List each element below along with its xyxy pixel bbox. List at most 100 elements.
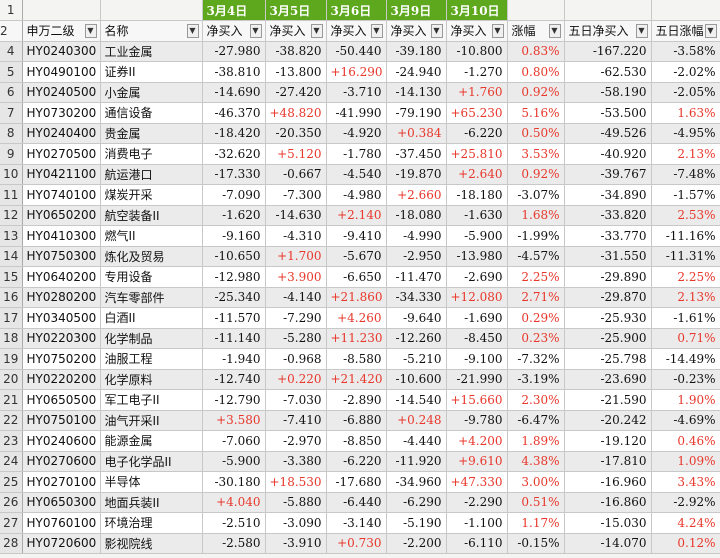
- value-cell[interactable]: -7.030: [265, 389, 327, 411]
- code-cell[interactable]: HY0240300: [22, 41, 101, 62]
- name-cell[interactable]: 电子化学品II: [100, 451, 203, 472]
- value-cell[interactable]: 3.00%: [507, 471, 565, 493]
- name-cell[interactable]: 消费电子: [100, 143, 203, 165]
- value-cell[interactable]: -10.600: [386, 369, 447, 390]
- value-cell[interactable]: -31.550: [564, 246, 652, 267]
- value-cell[interactable]: 2.25%: [651, 266, 720, 288]
- value-cell[interactable]: -2.950: [386, 246, 447, 267]
- value-cell[interactable]: -2.690: [446, 266, 508, 288]
- date-cell[interactable]: 3月9日: [386, 0, 447, 21]
- value-cell[interactable]: +4.040: [202, 492, 266, 513]
- filter-dropdown-icon[interactable]: ▼: [491, 24, 504, 38]
- value-cell[interactable]: -9.160: [202, 225, 266, 247]
- value-cell[interactable]: -25.900: [564, 328, 652, 349]
- name-cell[interactable]: 小金属: [100, 82, 203, 103]
- row-number[interactable]: 7: [0, 102, 23, 124]
- code-cell[interactable]: HY0220200: [22, 369, 101, 390]
- code-cell[interactable]: HY0280200: [22, 287, 101, 308]
- empty-cell[interactable]: [22, 0, 101, 21]
- value-cell[interactable]: -4.990: [386, 225, 447, 247]
- value-cell[interactable]: -2.05%: [651, 82, 720, 103]
- value-cell[interactable]: +2.140: [326, 205, 387, 226]
- value-cell[interactable]: 2.71%: [507, 287, 565, 308]
- code-cell[interactable]: HY0720600: [22, 533, 101, 554]
- empty-cell[interactable]: [507, 0, 565, 21]
- row-number[interactable]: 6: [0, 82, 23, 103]
- name-cell[interactable]: 军工电子II: [100, 389, 203, 411]
- code-cell[interactable]: HY0270100: [22, 471, 101, 493]
- value-cell[interactable]: -11.470: [386, 266, 447, 288]
- value-cell[interactable]: -20.350: [265, 123, 327, 144]
- value-cell[interactable]: -20.242: [564, 410, 652, 431]
- value-cell[interactable]: -39.767: [564, 164, 652, 185]
- value-cell[interactable]: -2.510: [202, 512, 266, 534]
- value-cell[interactable]: -6.880: [326, 410, 387, 431]
- value-cell[interactable]: +1.700: [265, 246, 327, 267]
- value-cell[interactable]: -17.680: [326, 471, 387, 493]
- filter-dropdown-icon[interactable]: ▼: [548, 24, 561, 38]
- name-cell[interactable]: 环境治理: [100, 512, 203, 534]
- value-cell[interactable]: +0.384: [386, 123, 447, 144]
- value-cell[interactable]: -4.920: [326, 123, 387, 144]
- value-cell[interactable]: -19.120: [564, 430, 652, 452]
- value-cell[interactable]: -17.810: [564, 451, 652, 472]
- value-cell[interactable]: -5.670: [326, 246, 387, 267]
- value-cell[interactable]: 0.92%: [507, 82, 565, 103]
- date-cell[interactable]: 3月4日: [202, 0, 266, 21]
- value-cell[interactable]: +16.290: [326, 61, 387, 83]
- value-cell[interactable]: +2.640: [446, 164, 508, 185]
- value-cell[interactable]: -4.95%: [651, 123, 720, 144]
- value-cell[interactable]: -14.690: [202, 82, 266, 103]
- value-cell[interactable]: -10.800: [446, 41, 508, 62]
- value-cell[interactable]: -6.220: [446, 123, 508, 144]
- name-cell[interactable]: 通信设备: [100, 102, 203, 124]
- value-cell[interactable]: -14.130: [386, 82, 447, 103]
- value-cell[interactable]: 2.25%: [507, 266, 565, 288]
- date-cell[interactable]: 3月5日: [265, 0, 327, 21]
- name-cell[interactable]: 燃气II: [100, 225, 203, 247]
- code-cell[interactable]: HY0750300: [22, 246, 101, 267]
- name-cell[interactable]: 煤炭开采: [100, 184, 203, 206]
- value-cell[interactable]: -34.330: [386, 287, 447, 308]
- value-cell[interactable]: +12.080: [446, 287, 508, 308]
- row-number[interactable]: 11: [0, 184, 23, 206]
- value-cell[interactable]: -3.58%: [651, 41, 720, 62]
- row-number[interactable]: 18: [0, 328, 23, 349]
- value-cell[interactable]: 3.43%: [651, 471, 720, 493]
- value-cell[interactable]: 0.12%: [651, 533, 720, 554]
- value-cell[interactable]: -11.16%: [651, 225, 720, 247]
- value-cell[interactable]: -34.890: [564, 184, 652, 206]
- value-cell[interactable]: -1.99%: [507, 225, 565, 247]
- value-cell[interactable]: -5.880: [265, 492, 327, 513]
- row-number[interactable]: 23: [0, 430, 23, 452]
- header-cell[interactable]: 申万二级 ▼: [22, 20, 101, 42]
- value-cell[interactable]: +0.248: [386, 410, 447, 431]
- value-cell[interactable]: -12.790: [202, 389, 266, 411]
- value-cell[interactable]: -21.590: [564, 389, 652, 411]
- code-cell[interactable]: HY0490100: [22, 61, 101, 83]
- value-cell[interactable]: 1.89%: [507, 430, 565, 452]
- name-cell[interactable]: 贵金属: [100, 123, 203, 144]
- value-cell[interactable]: -39.180: [386, 41, 447, 62]
- row-number[interactable]: 4: [0, 41, 23, 62]
- row-number[interactable]: 5: [0, 61, 23, 83]
- value-cell[interactable]: -6.220: [326, 451, 387, 472]
- value-cell[interactable]: 2.53%: [651, 205, 720, 226]
- code-cell[interactable]: HY0240500: [22, 82, 101, 103]
- value-cell[interactable]: +3.900: [265, 266, 327, 288]
- value-cell[interactable]: 2.13%: [651, 143, 720, 165]
- value-cell[interactable]: -4.140: [265, 287, 327, 308]
- value-cell[interactable]: 0.83%: [507, 41, 565, 62]
- value-cell[interactable]: -4.540: [326, 164, 387, 185]
- row-number[interactable]: 14: [0, 246, 23, 267]
- value-cell[interactable]: 1.09%: [651, 451, 720, 472]
- value-cell[interactable]: -2.580: [202, 533, 266, 554]
- value-cell[interactable]: +1.760: [446, 82, 508, 103]
- name-cell[interactable]: 专用设备: [100, 266, 203, 288]
- value-cell[interactable]: -5.190: [386, 512, 447, 534]
- value-cell[interactable]: -1.690: [446, 307, 508, 329]
- value-cell[interactable]: -33.770: [564, 225, 652, 247]
- value-cell[interactable]: -1.780: [326, 143, 387, 165]
- code-cell[interactable]: HY0650500: [22, 389, 101, 411]
- value-cell[interactable]: -8.450: [446, 328, 508, 349]
